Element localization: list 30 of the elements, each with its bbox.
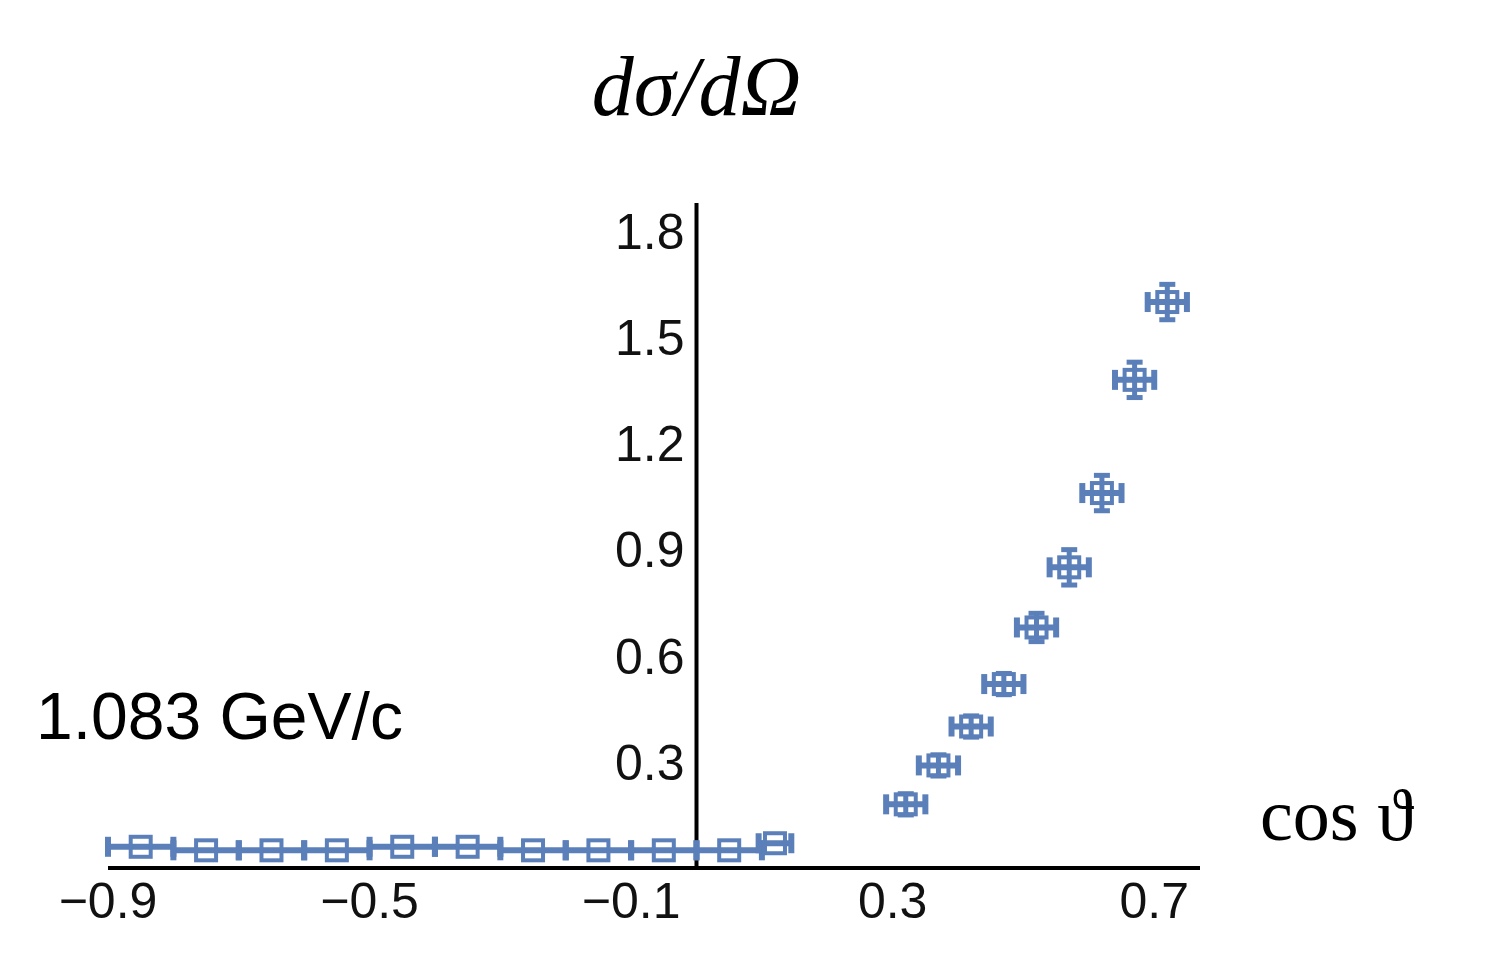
y-tick-label: 0.9 <box>614 522 685 579</box>
point <box>1024 615 1049 640</box>
point <box>586 838 611 863</box>
point <box>390 834 415 859</box>
point <box>128 834 153 859</box>
y-axis-title: dσ/dΩ <box>590 39 803 135</box>
point <box>521 838 546 863</box>
x-tick-label: −0.9 <box>58 872 158 929</box>
x-tick-label: 0.3 <box>857 872 928 929</box>
x-axis-title: cos ϑ <box>1260 773 1414 858</box>
point <box>762 831 787 856</box>
point <box>651 838 676 863</box>
point <box>194 838 219 863</box>
point <box>1155 290 1180 315</box>
point <box>717 838 742 863</box>
annotation: 1.083 GeV/c <box>36 678 403 754</box>
point <box>1089 481 1114 506</box>
point <box>1122 367 1147 392</box>
x-tick-label: 0.7 <box>1119 872 1189 929</box>
y-tick-label: 1.8 <box>614 204 685 261</box>
y-tick-label: 1.5 <box>614 310 685 367</box>
point <box>324 838 349 863</box>
point <box>259 838 284 863</box>
y-tick-label: 0.3 <box>614 734 685 791</box>
y-tick-label: 1.2 <box>614 416 685 473</box>
x-tick-label: −0.5 <box>320 872 419 929</box>
point <box>1057 555 1082 580</box>
x-tick-label: −0.1 <box>581 872 681 929</box>
point <box>455 834 480 859</box>
y-tick-label: 0.6 <box>614 628 685 685</box>
